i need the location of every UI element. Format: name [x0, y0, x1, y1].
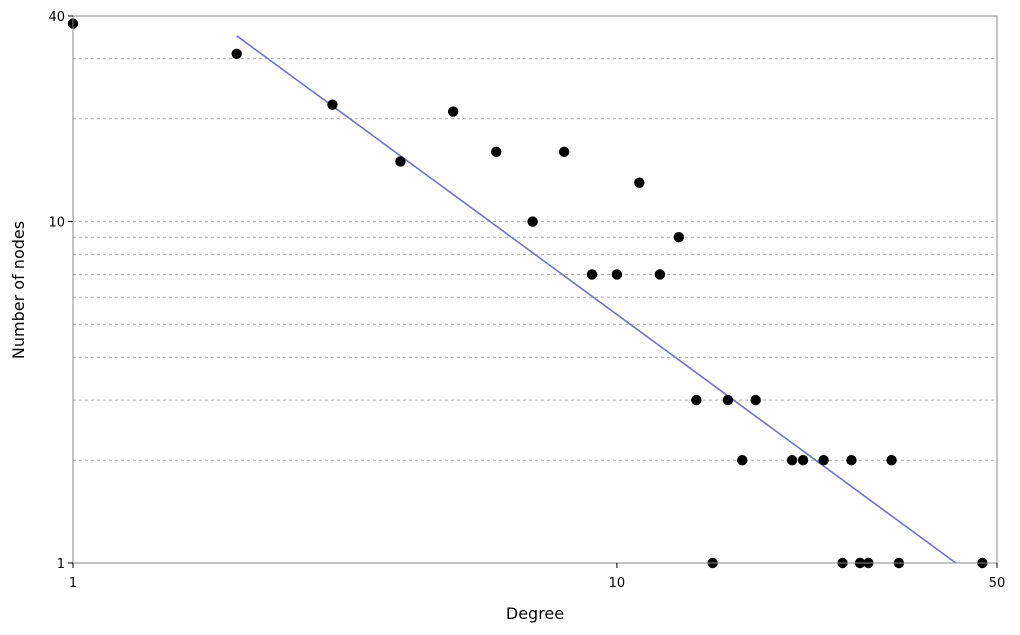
data-point	[797, 455, 809, 466]
data-point	[586, 269, 598, 280]
x-axis-title: Degree	[506, 604, 564, 623]
x-tick-label: 10	[609, 576, 626, 591]
data-point	[611, 269, 623, 280]
y-tick-label: 1	[57, 557, 65, 572]
plot-background	[73, 16, 997, 563]
data-point	[395, 156, 406, 167]
data-point	[846, 455, 857, 466]
data-point	[691, 394, 702, 406]
plot-frame	[72, 15, 998, 564]
data-point	[231, 48, 242, 59]
x-tick-label: 1	[69, 576, 77, 591]
data-point	[491, 146, 502, 158]
data-point	[527, 216, 538, 227]
fit-line-layer	[236, 35, 957, 564]
data-point	[886, 455, 897, 466]
data-point	[736, 455, 748, 466]
data-point	[327, 99, 338, 110]
data-point	[654, 269, 666, 280]
data-point	[673, 231, 685, 243]
data-point	[558, 146, 570, 158]
y-tick-label: 40	[48, 10, 65, 25]
x-tick-label: 50	[989, 576, 1006, 591]
data-point	[786, 455, 798, 466]
data-point	[634, 177, 645, 188]
data-point	[750, 394, 761, 406]
fit-line	[236, 35, 957, 564]
data-point	[722, 394, 734, 406]
y-axis-title: Number of nodes	[9, 221, 28, 359]
data-point	[818, 455, 829, 466]
data-point	[447, 106, 459, 117]
axis-ticks: 1 10 50 1 10 40	[48, 10, 1005, 591]
y-tick-label: 10	[48, 216, 65, 231]
